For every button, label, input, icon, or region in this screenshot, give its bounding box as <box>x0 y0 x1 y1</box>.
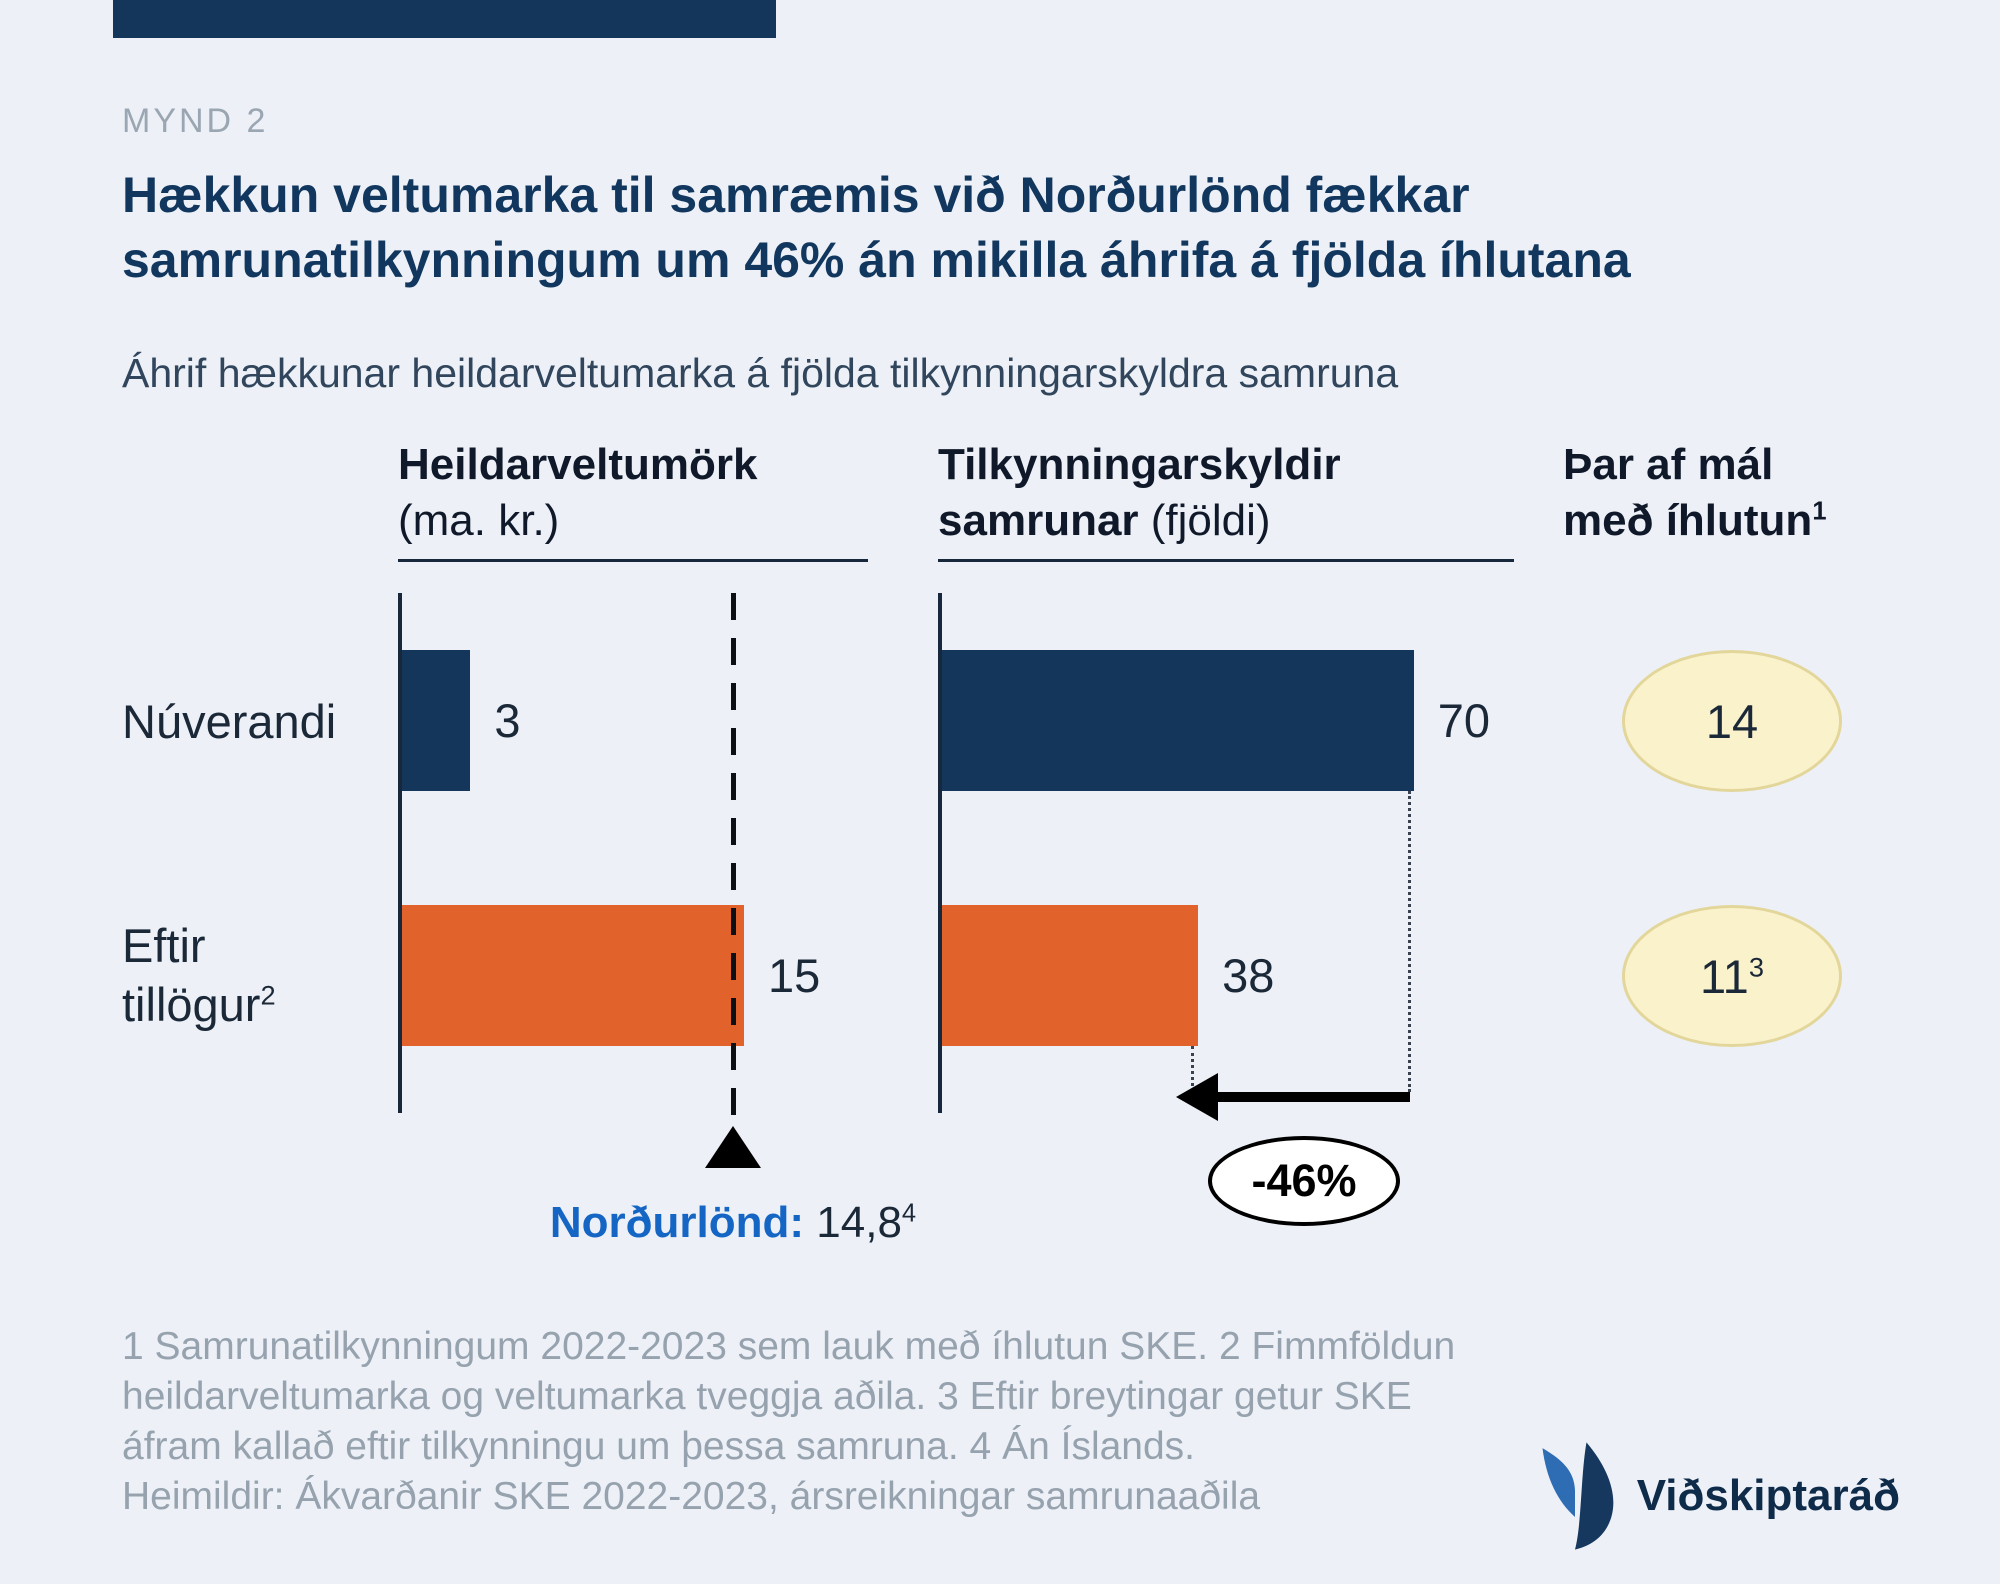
reference-label: Norðurlönd: 14,84 <box>550 1198 916 1248</box>
footnote-line: áfram kallað eftir tilkynningu um þessa … <box>122 1425 1196 1468</box>
bar-current-threshold-value: 3 <box>494 694 521 747</box>
header-accent-bar <box>113 0 776 38</box>
bar-proposed-mergers <box>942 905 1199 1046</box>
reference-label-value: 14,84 <box>816 1198 917 1247</box>
column-header-mergers-title-line1: Tilkynningarskyldir <box>938 440 1341 489</box>
column-header-thresholds: Heildarveltumörk (ma. kr.) <box>398 437 868 562</box>
page-title: Hækkun veltumarka til samræmis við Norðu… <box>122 163 1631 293</box>
column-header-mergers: Tilkynningarskyldir samrunar (fjöldi) <box>938 437 1514 562</box>
chart-thresholds: 3 15 <box>398 593 843 1113</box>
footnotes: 1 Samrunatilkynningum 2022-2023 sem lauk… <box>122 1322 1455 1522</box>
column-header-thresholds-title: Heildarveltumörk <box>398 440 758 489</box>
page-title-line1: Hækkun veltumarka til samræmis við Norðu… <box>122 167 1470 223</box>
bar-proposed-threshold <box>402 905 744 1046</box>
logo: Viðskiptaráð <box>1531 1442 1900 1550</box>
bar-current-threshold <box>402 650 471 791</box>
chart-thresholds-row-proposed: 15 <box>402 905 820 1046</box>
bar-proposed-mergers-value: 38 <box>1222 949 1275 1002</box>
intervention-count-proposed: 113 <box>1622 905 1842 1047</box>
drop-line-current <box>1408 791 1411 1092</box>
chart-mergers-row-current: 70 <box>942 650 1490 791</box>
feather-icon <box>1542 1442 1614 1550</box>
footnote-marker-3: 3 <box>1748 950 1764 982</box>
row-label-proposed-line1: Eftir <box>122 919 206 972</box>
intervention-count-proposed-value: 113 <box>1700 949 1764 1003</box>
column-header-interventions: Þar af mál með íhlutun1 <box>1563 437 1923 549</box>
reference-dashed-line <box>731 593 736 1119</box>
column-header-interventions-line2: með íhlutun1 <box>1563 496 1827 545</box>
bar-proposed-threshold-value: 15 <box>768 949 821 1002</box>
sources-line: Heimildir: Ákvarðanir SKE 2022-2023, árs… <box>122 1475 1261 1518</box>
footnote-marker-4: 4 <box>901 1199 917 1228</box>
column-header-thresholds-unit: (ma. kr.) <box>398 496 560 545</box>
reference-label-name: Norðurlönd: <box>549 1198 805 1247</box>
chart-mergers: 70 38 <box>938 593 1498 1113</box>
intervention-count-current: 14 <box>1622 650 1842 792</box>
decrease-arrow-shaft <box>1214 1092 1410 1102</box>
column-header-interventions-line1: Þar af mál <box>1563 440 1774 489</box>
bar-current-mergers <box>942 650 1414 791</box>
footnote-line: heildarveltumarka og veltumarka tveggja … <box>122 1375 1412 1418</box>
row-label-proposed-line2: tillögur2 <box>122 978 276 1031</box>
figure-label: MYND 2 <box>122 102 269 140</box>
change-badge: -46% <box>1208 1136 1400 1226</box>
footnote-line: 1 Samrunatilkynningum 2022-2023 sem lauk… <box>122 1325 1456 1368</box>
logo-text: Viðskiptaráð <box>1636 1471 1900 1520</box>
footnote-marker-1: 1 <box>1812 497 1827 526</box>
chart-thresholds-row-current: 3 <box>402 650 521 791</box>
footnote-marker-2: 2 <box>260 979 276 1011</box>
bar-current-mergers-value: 70 <box>1437 694 1491 747</box>
drop-line-proposed <box>1191 1046 1194 1092</box>
row-label-current: Núverandi <box>122 695 337 748</box>
decrease-arrow-head <box>1176 1073 1218 1121</box>
page-title-line2: samrunatilkynningum um 46% án mikilla áh… <box>122 232 1631 288</box>
column-header-mergers-title-line2: samrunar (fjöldi) <box>938 496 1271 545</box>
chart-mergers-row-proposed: 38 <box>942 905 1274 1046</box>
intervention-count-current-value: 14 <box>1705 694 1759 748</box>
reference-triangle-marker <box>705 1126 761 1168</box>
page-subtitle: Áhrif hækkunar heildarveltumarka á fjöld… <box>122 350 1399 396</box>
row-label-proposed: Eftir tillögur2 <box>122 916 276 1034</box>
